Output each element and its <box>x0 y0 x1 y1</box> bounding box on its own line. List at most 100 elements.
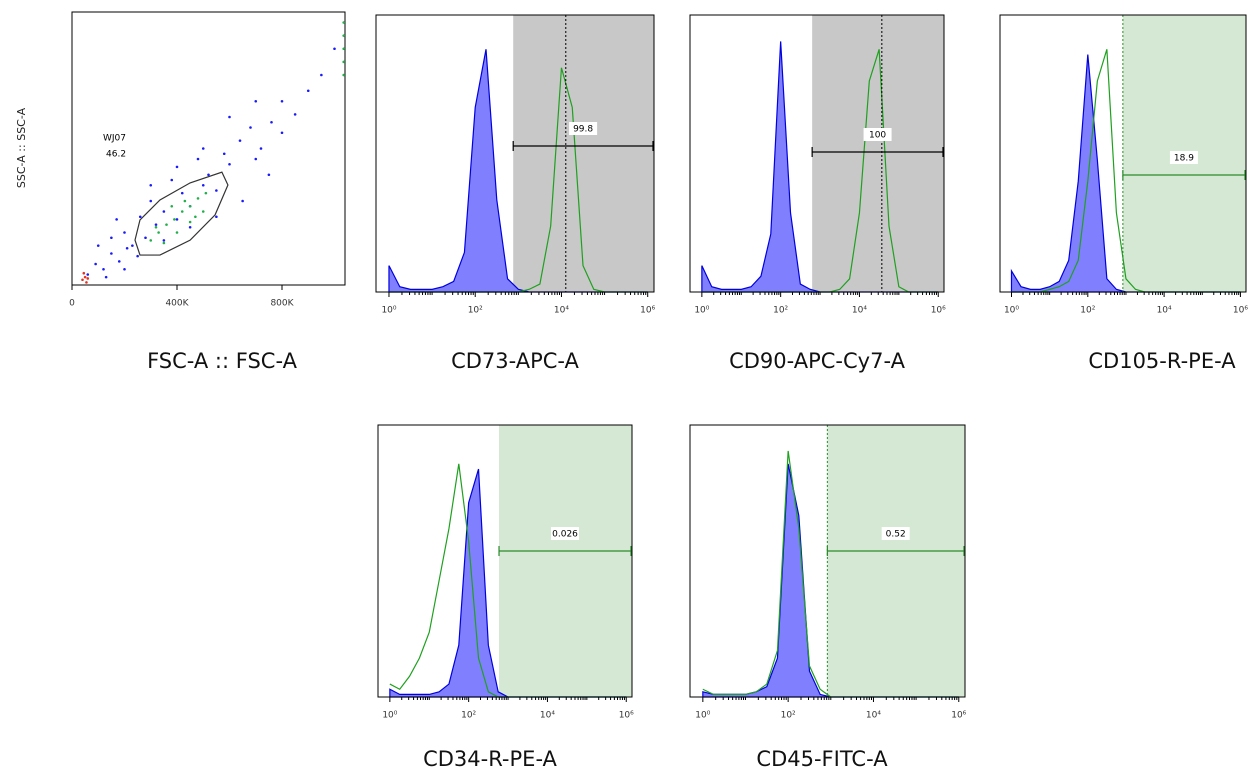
x-tick-label: 10⁴ <box>1157 306 1172 316</box>
plot-border <box>689 424 966 698</box>
gate-region <box>812 15 944 292</box>
gate-percent: 99.8 <box>573 125 593 135</box>
event-dot <box>136 254 139 258</box>
event-dot <box>162 210 166 213</box>
x-tick-label: 10⁴ <box>866 711 881 721</box>
gate-label-box <box>863 128 892 141</box>
event-dot <box>188 225 192 229</box>
event-dot <box>201 183 205 187</box>
gate-label-box <box>551 527 580 540</box>
x-tick-label: 10⁰ <box>694 306 709 316</box>
x-tick-label: 10² <box>461 711 476 721</box>
event-dot <box>86 273 90 276</box>
event-dot <box>215 189 218 192</box>
x-tick-label: 10⁰ <box>382 711 397 721</box>
event-dot <box>170 178 174 182</box>
gate-polygon <box>134 171 229 256</box>
x-tick-label: 400K <box>165 299 189 309</box>
gate-region <box>827 425 965 697</box>
event-dot <box>110 252 113 255</box>
event-dot <box>154 225 158 229</box>
x-axis-title: FSC-A :: FSC-A <box>147 349 298 373</box>
event-dot <box>201 210 205 213</box>
event-dot <box>280 131 284 135</box>
event-dot <box>180 210 184 213</box>
event-dot <box>144 236 147 240</box>
event-dot <box>280 99 284 103</box>
event-dot <box>149 199 153 203</box>
event-dot <box>249 126 252 129</box>
event-dot <box>241 199 244 203</box>
event-dot <box>154 223 158 226</box>
event-dot <box>254 157 258 161</box>
event-dot <box>125 246 129 250</box>
event-dot <box>131 244 134 247</box>
event-dot <box>228 115 231 119</box>
event-dot <box>123 267 126 271</box>
gate-percent: 46.2 <box>106 150 126 160</box>
event-dot <box>83 275 87 279</box>
x-tick-label: 10⁴ <box>852 306 867 316</box>
event-dot <box>333 47 336 51</box>
x-tick-label: 10² <box>468 306 483 316</box>
event-dot <box>117 260 121 263</box>
event-dot <box>183 199 187 203</box>
event-dot <box>342 73 345 77</box>
gate-label-box <box>881 527 910 540</box>
event-dot <box>196 197 200 200</box>
x-tick-label: 10⁴ <box>540 711 555 721</box>
event-dot <box>342 60 345 64</box>
event-dot <box>204 191 208 195</box>
gate-region <box>513 15 654 292</box>
gate-label-box <box>1169 151 1198 164</box>
event-dot <box>201 147 205 150</box>
event-dot <box>342 21 345 24</box>
event-dot <box>320 73 323 77</box>
event-dot <box>188 220 192 224</box>
event-dot <box>162 241 166 245</box>
x-tick-label: 800K <box>270 299 294 309</box>
gate-percent: 0.52 <box>886 530 906 540</box>
event-dot <box>270 120 273 124</box>
gate-region <box>499 425 632 697</box>
event-dot <box>180 191 184 195</box>
plot-border <box>999 14 1247 293</box>
event-dot <box>194 215 197 219</box>
event-dot <box>215 215 218 219</box>
x-axis-title: CD73-APC-A <box>451 349 579 373</box>
x-tick-label: 0 <box>69 299 75 309</box>
gate-percent: 18.9 <box>1174 154 1194 164</box>
plot-border <box>375 14 655 293</box>
x-axis-title: CD45-FITC-A <box>756 747 888 771</box>
x-tick-label: 10⁰ <box>1004 306 1019 316</box>
event-dot <box>138 215 142 219</box>
event-dot <box>254 99 258 103</box>
event-dot <box>123 231 126 234</box>
x-axis-title: CD105-R-PE-A <box>1088 349 1236 373</box>
x-tick-label: 10⁶ <box>931 306 946 316</box>
x-tick-label: 10² <box>773 306 788 316</box>
event-dot <box>110 236 113 240</box>
event-dot <box>342 47 345 51</box>
event-dot <box>162 239 166 242</box>
event-dot <box>196 157 200 161</box>
event-dot <box>238 139 242 142</box>
gate-name: WJ07 <box>103 134 126 144</box>
event-dot <box>82 271 86 275</box>
event-dot <box>170 204 174 208</box>
gate-percent: 100 <box>869 131 886 141</box>
x-tick-label: 10² <box>781 711 796 721</box>
event-dot <box>188 204 192 208</box>
event-dot <box>102 267 105 271</box>
plot-border <box>377 424 633 698</box>
x-tick-label: 10² <box>1080 306 1095 316</box>
event-dot <box>267 173 271 177</box>
x-tick-label: 10⁴ <box>554 306 569 316</box>
event-dot <box>165 223 168 226</box>
x-tick-label: 10⁶ <box>619 711 634 721</box>
event-dot <box>175 218 179 221</box>
event-dot <box>81 278 84 282</box>
event-dot <box>94 262 97 266</box>
event-dot <box>207 173 210 177</box>
